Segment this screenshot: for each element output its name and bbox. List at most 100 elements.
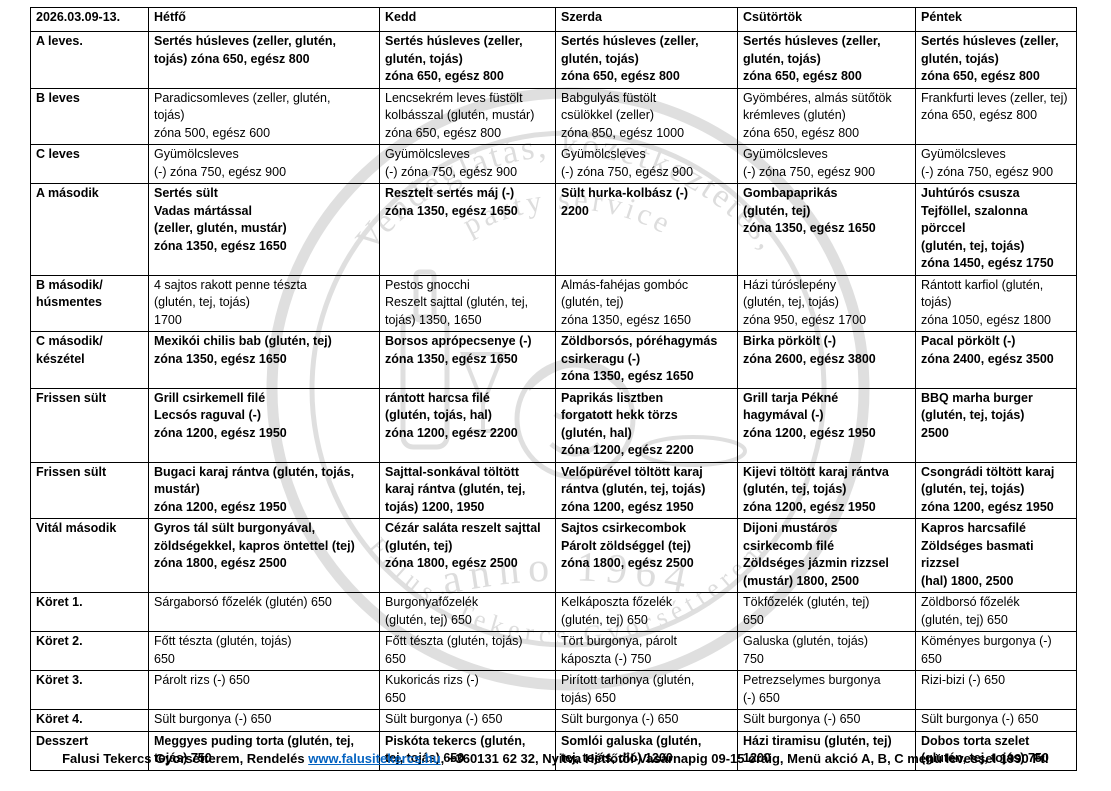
menu-cell: Főtt tészta (glutén, tojás) 650 bbox=[148, 631, 380, 671]
menu-cell: Pestos gnocchi Reszelt sajttal (glutén, … bbox=[379, 274, 556, 332]
menu-cell: Párolt rizs (-) 650 bbox=[148, 670, 380, 710]
menu-cell: Sajtos csirkecombok Párolt zöldséggel (t… bbox=[555, 518, 738, 593]
menu-cell: Frankfurti leves (zeller, tej) zóna 650,… bbox=[915, 87, 1077, 145]
row-label: Köret 4. bbox=[30, 709, 149, 732]
menu-cell: Rántott karfiol (glutén, tojás) zóna 105… bbox=[915, 274, 1077, 332]
menu-cell: Kapros harcsafilé Zöldséges basmati rizz… bbox=[915, 518, 1077, 593]
day-header: Hétfő bbox=[148, 7, 380, 32]
menu-cell: Sült burgonya (-) 650 bbox=[737, 709, 916, 732]
menu-cell: Gyümölcsleves (-) zóna 750, egész 900 bbox=[737, 144, 916, 184]
row-label: Frissen sült bbox=[30, 461, 149, 519]
footer-text-prefix: Falusi Tekercs Gyorsétterem, Rendelés bbox=[62, 751, 309, 766]
day-header: Szerda bbox=[555, 7, 738, 32]
menu-cell: Zöldborsó főzelék (glutén, tej) 650 bbox=[915, 592, 1077, 632]
menu-cell: Gyömbéres, almás sütőtök krémleves (glut… bbox=[737, 87, 916, 145]
menu-row: A második Sertés sült Vadas mártással (ze… bbox=[30, 183, 1077, 276]
menu-row: Köret 4. Sült burgonya (-) 650 Sült burgon… bbox=[30, 709, 1077, 732]
menu-row: Köret 1. Sárgaborsó főzelék (glutén) 650 B… bbox=[30, 592, 1077, 632]
menu-row: B második/ húsmentes 4 sajtos rakott penn… bbox=[30, 274, 1077, 332]
menu-cell: Sült burgonya (-) 650 bbox=[555, 709, 738, 732]
menu-cell: Házi tiramisu (glutén, tej) 1200 bbox=[737, 730, 916, 771]
menu-cell: Somlói galuska (glutén, tej, tojás, dió)… bbox=[555, 730, 738, 771]
menu-cell: Gyümölcsleves (-) zóna 750, egész 900 bbox=[379, 144, 556, 184]
menu-cell: Sült burgonya (-) 650 bbox=[148, 709, 380, 732]
menu-cell: 4 sajtos rakott penne tészta (glutén, te… bbox=[148, 274, 380, 332]
footer-link[interactable]: www.falusitekercs.hu bbox=[308, 751, 441, 766]
menu-row: Köret 3. Párolt rizs (-) 650 Kukoricás riz… bbox=[30, 670, 1077, 710]
menu-row: Vitál második Gyros tál sült burgonyával,… bbox=[30, 518, 1077, 593]
date-range: 2026.03.09-13. bbox=[30, 7, 149, 32]
menu-cell: Paprikás lisztben forgatott hekk törzs (… bbox=[555, 387, 738, 463]
menu-cell: Csongrádi töltött karaj (glutén, tej, to… bbox=[915, 461, 1077, 519]
day-header: Csütörtök bbox=[737, 7, 916, 32]
menu-cell: Sertés húsleves (zeller, glutén, tojás) … bbox=[148, 31, 380, 89]
menu-cell: Borsos aprópecsenye (-) zóna 1350, egész… bbox=[379, 331, 556, 389]
row-label: C leves bbox=[30, 144, 149, 184]
menu-cell: Gyümölcsleves (-) zóna 750, egész 900 bbox=[148, 144, 380, 184]
weekly-menu-table: 2026.03.09-13. Hétfő Kedd Szerda Csütörtök P… bbox=[30, 7, 1077, 771]
menu-cell: Sárgaborsó főzelék (glutén) 650 bbox=[148, 592, 380, 632]
menu-cell: Sertés húsleves (zeller, glutén, tojás) … bbox=[915, 31, 1077, 89]
menu-cell: Birka pörkölt (-) zóna 2600, egész 3800 bbox=[737, 331, 916, 389]
menu-cell: Almás-fahéjas gombóc (glutén, tej) zóna … bbox=[555, 274, 738, 332]
menu-cell: Sertés sült Vadas mártással (zeller, glu… bbox=[148, 183, 380, 276]
menu-cell: Juhtúrós csusza Tejföllel, szalonna pörc… bbox=[915, 183, 1077, 276]
menu-cell: Köményes burgonya (-) 650 bbox=[915, 631, 1077, 671]
menu-cell: Tört burgonya, párolt káposzta (-) 750 bbox=[555, 631, 738, 671]
menu-cell: BBQ marha burger (glutén, tej, tojás) 25… bbox=[915, 387, 1077, 463]
menu-cell: Sertés húsleves (zeller, glutén, tojás) … bbox=[555, 31, 738, 89]
menu-row: Desszert Meggyes puding torta (glutén, te… bbox=[30, 730, 1077, 771]
menu-row: A leves. Sertés húsleves (zeller, glutén,… bbox=[30, 31, 1077, 89]
row-label: C második/ készétel bbox=[30, 331, 149, 389]
menu-cell: Gyros tál sült burgonyával, zöldségekkel… bbox=[148, 518, 380, 593]
menu-cell: Lencsekrém leves füstölt kolbásszal (glu… bbox=[379, 87, 556, 145]
weekly-menu-page: Vendéglátás, közétkeztetés, party servic… bbox=[0, 7, 1111, 791]
menu-cell: Petrezselymes burgonya (-) 650 bbox=[737, 670, 916, 710]
menu-cell: Zöldborsós, póréhagymás csirkeragu (-) z… bbox=[555, 331, 738, 389]
menu-cell: Házi túróslepény (glutén, tej, tojás) zó… bbox=[737, 274, 916, 332]
menu-cell: Piskóta tekercs (glutén, tej, tojás) 650 bbox=[379, 730, 556, 771]
menu-cell: Rizi-bizi (-) 650 bbox=[915, 670, 1077, 710]
footer-text-suffix: , +360131 62 32, Nyitva Hétfőtől-Vasárna… bbox=[440, 751, 1049, 766]
menu-cell: Kelkáposzta főzelék (glutén, tej) 650 bbox=[555, 592, 738, 632]
row-label: A második bbox=[30, 183, 149, 276]
row-label: Köret 1. bbox=[30, 592, 149, 632]
row-label: Frissen sült bbox=[30, 387, 149, 463]
menu-cell: Grill csirkemell filé Lecsós raguval (-)… bbox=[148, 387, 380, 463]
menu-cell: Grill tarja Pékné hagymával (-) zóna 120… bbox=[737, 387, 916, 463]
menu-cell: Meggyes puding torta (glutén, tej, tojás… bbox=[148, 730, 380, 771]
menu-cell: Galuska (glutén, tojás) 750 bbox=[737, 631, 916, 671]
footer: Falusi Tekercs Gyorsétterem, Rendelés ww… bbox=[0, 751, 1111, 766]
row-label: Köret 3. bbox=[30, 670, 149, 710]
menu-row: C második/ készétel Mexikói chilis bab (g… bbox=[30, 331, 1077, 389]
menu-row: B leves Paradicsomleves (zeller, glutén, … bbox=[30, 87, 1077, 145]
row-label: B leves bbox=[30, 87, 149, 145]
row-label: Desszert bbox=[30, 730, 149, 771]
menu-cell: Pirított tarhonya (glutén, tojás) 650 bbox=[555, 670, 738, 710]
menu-row: Köret 2. Főtt tészta (glutén, tojás) 650 F… bbox=[30, 631, 1077, 671]
menu-cell: Sertés húsleves (zeller, glutén, tojás) … bbox=[379, 31, 556, 89]
menu-cell: Dijoni mustáros csirkecomb filé Zöldsége… bbox=[737, 518, 916, 593]
row-label: Vitál második bbox=[30, 518, 149, 593]
row-label: Köret 2. bbox=[30, 631, 149, 671]
menu-cell: Mexikói chilis bab (glutén, tej) zóna 13… bbox=[148, 331, 380, 389]
menu-cell: Resztelt sertés máj (-) zóna 1350, egész… bbox=[379, 183, 556, 276]
menu-cell: Tökfőzelék (glutén, tej) 650 bbox=[737, 592, 916, 632]
menu-row: Frissen sült Bugaci karaj rántva (glutén,… bbox=[30, 461, 1077, 519]
menu-cell: rántott harcsa filé (glutén, tojás, hal)… bbox=[379, 387, 556, 463]
menu-cell: Dobos torta szelet (glutén, tej, tojás) … bbox=[915, 730, 1077, 771]
menu-cell: Kukoricás rizs (-) 650 bbox=[379, 670, 556, 710]
menu-cell: Sült hurka-kolbász (-) 2200 bbox=[555, 183, 738, 276]
day-header: Péntek bbox=[915, 7, 1077, 32]
menu-cell: Cézár saláta reszelt sajttal (glutén, te… bbox=[379, 518, 556, 593]
row-label: B második/ húsmentes bbox=[30, 274, 149, 332]
menu-cell: Bugaci karaj rántva (glutén, tojás, must… bbox=[148, 461, 380, 519]
menu-cell: Sült burgonya (-) 650 bbox=[379, 709, 556, 732]
day-header: Kedd bbox=[379, 7, 556, 32]
menu-cell: Burgonyafőzelék (glutén, tej) 650 bbox=[379, 592, 556, 632]
menu-cell: Sertés húsleves (zeller, glutén, tojás) … bbox=[737, 31, 916, 89]
menu-cell: Pacal pörkölt (-) zóna 2400, egész 3500 bbox=[915, 331, 1077, 389]
menu-row: C leves Gyümölcsleves (-) zóna 750, egész… bbox=[30, 144, 1077, 184]
row-label: A leves. bbox=[30, 31, 149, 89]
menu-cell: Sült burgonya (-) 650 bbox=[915, 709, 1077, 732]
